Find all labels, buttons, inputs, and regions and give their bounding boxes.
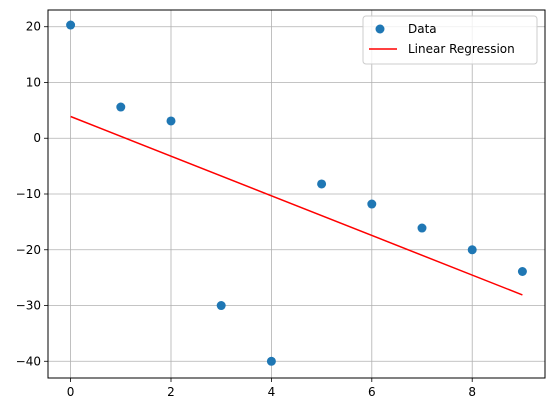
legend-label: Data bbox=[408, 22, 437, 36]
plot-area bbox=[66, 20, 527, 366]
data-point bbox=[317, 179, 327, 189]
y-axis: 20 10 0 −10 −20 −30 −40 bbox=[16, 20, 48, 368]
legend-marker-data bbox=[375, 24, 385, 34]
regression-line bbox=[70, 115, 523, 296]
y-tick-label: 0 bbox=[33, 131, 41, 145]
y-tick-label: 20 bbox=[26, 20, 41, 34]
data-point bbox=[367, 199, 377, 209]
data-point bbox=[266, 356, 276, 366]
legend-box bbox=[362, 15, 538, 65]
x-tick-label: 0 bbox=[67, 385, 75, 399]
y-tick-label: 10 bbox=[26, 75, 41, 89]
legend-label: Linear Regression bbox=[408, 42, 515, 56]
data-point bbox=[216, 301, 226, 311]
x-axis: 0 2 4 6 8 bbox=[67, 378, 476, 399]
legend: Data Linear Regression bbox=[362, 15, 538, 65]
x-tick-label: 2 bbox=[167, 385, 175, 399]
grid-lines bbox=[48, 10, 545, 378]
y-tick-label: −40 bbox=[16, 354, 41, 368]
data-point bbox=[517, 267, 527, 277]
x-tick-label: 4 bbox=[268, 385, 276, 399]
data-point bbox=[116, 102, 126, 112]
y-tick-label: −10 bbox=[16, 187, 41, 201]
x-tick-label: 6 bbox=[368, 385, 376, 399]
y-tick-label: −30 bbox=[16, 299, 41, 313]
x-tick-label: 8 bbox=[468, 385, 476, 399]
data-point bbox=[166, 116, 176, 126]
data-point bbox=[417, 223, 427, 233]
y-tick-label: −20 bbox=[16, 243, 41, 257]
data-point bbox=[467, 245, 477, 255]
data-point bbox=[66, 20, 76, 30]
